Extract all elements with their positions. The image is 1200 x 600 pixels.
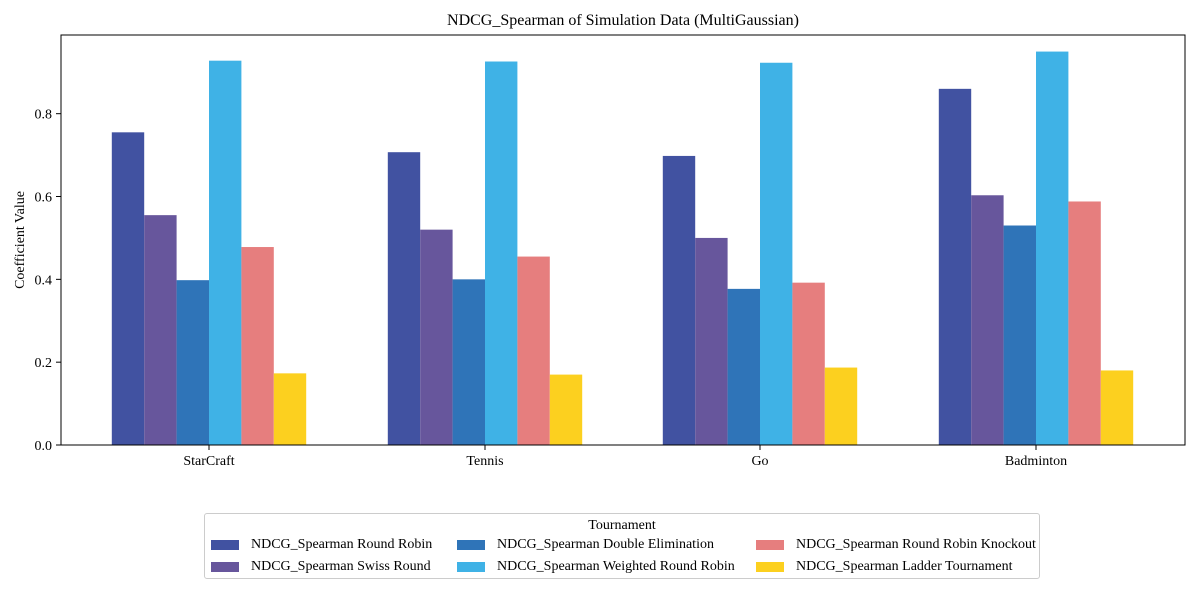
bar-go-series-3 (727, 288, 760, 445)
x-tick-label: Badminton (1005, 454, 1067, 469)
bar-tennis-series-5 (517, 256, 550, 445)
y-tick-label: 0.6 (35, 191, 53, 206)
bar-badminton-series-5 (1068, 201, 1101, 445)
bar-badminton-series-1 (938, 88, 972, 445)
legend-item: NDCG_Spearman Round Robin (211, 537, 432, 553)
legend-swatch (211, 540, 239, 550)
y-tick-label: 0.8 (35, 108, 53, 123)
bar-tennis-series-6 (549, 374, 583, 445)
bar-starcraft-series-6 (273, 373, 307, 445)
y-tick-label: 0.0 (35, 439, 53, 454)
legend-swatch (211, 562, 239, 572)
x-tick-label: Go (751, 454, 768, 469)
bar-tennis-series-1 (387, 152, 421, 445)
plot-frame (60, 34, 1186, 446)
legend-label: NDCG_Spearman Double Elimination (497, 537, 714, 552)
bar-go-series-1 (662, 155, 696, 445)
legend-label: NDCG_Spearman Weighted Round Robin (497, 559, 735, 574)
legend-swatch (756, 562, 784, 572)
bar-go-series-6 (824, 367, 858, 445)
y-axis-label: Coefficient Value (13, 191, 28, 289)
bars-group (111, 51, 1134, 446)
legend-label: NDCG_Spearman Round Robin Knockout (796, 537, 1036, 552)
legend-swatch (756, 540, 784, 550)
chart-title: NDCG_Spearman of Simulation Data (MultiG… (447, 12, 799, 29)
bar-starcraft-series-2 (144, 215, 177, 445)
bar-go-series-2 (695, 237, 728, 445)
bar-tennis-series-3 (452, 279, 485, 445)
legend-swatch (457, 540, 485, 550)
bar-badminton-series-6 (1100, 370, 1134, 445)
legend-label: NDCG_Spearman Ladder Tournament (796, 559, 1013, 574)
x-axis-ticks: StarCraft Tennis Go Badminton (183, 445, 1067, 469)
legend-item: NDCG_Spearman Ladder Tournament (756, 559, 1012, 575)
bar-badminton-series-3 (1003, 225, 1036, 445)
legend-item: NDCG_Spearman Swiss Round (211, 559, 431, 575)
bar-badminton-series-2 (971, 195, 1004, 445)
bar-badminton-series-4 (1036, 51, 1069, 445)
x-tick-label: StarCraft (183, 454, 234, 469)
bar-tennis-series-2 (420, 229, 453, 445)
legend-item: NDCG_Spearman Weighted Round Robin (457, 559, 735, 575)
legend-label: NDCG_Spearman Swiss Round (251, 559, 431, 574)
legend-swatch (457, 562, 485, 572)
x-tick-label: Tennis (466, 454, 503, 469)
legend-item: NDCG_Spearman Double Elimination (457, 537, 714, 553)
y-tick-label: 0.4 (35, 273, 53, 288)
bar-starcraft-series-1 (111, 132, 145, 445)
bar-starcraft-series-5 (241, 247, 274, 445)
legend: Tournament NDCG_Spearman Round Robin NDCG… (204, 513, 1040, 579)
legend-item: NDCG_Spearman Round Robin Knockout (756, 537, 1036, 553)
y-tick-label: 0.2 (35, 356, 53, 371)
bar-tennis-series-4 (485, 61, 518, 445)
bar-go-series-5 (792, 282, 825, 445)
bar-starcraft-series-4 (209, 60, 242, 446)
bar-starcraft-series-3 (176, 280, 209, 445)
y-axis-ticks: 0.0 0.2 0.4 0.6 0.8 (35, 108, 61, 454)
legend-label: NDCG_Spearman Round Robin (251, 537, 433, 552)
legend-title: Tournament (588, 518, 656, 533)
bar-go-series-4 (760, 62, 793, 445)
